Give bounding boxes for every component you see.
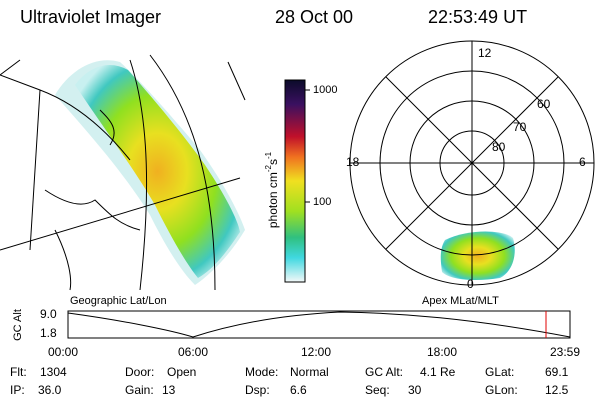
unit-part: photon cm	[266, 172, 280, 228]
altitude-plot	[67, 310, 571, 339]
info-value: 4.1 Re	[420, 365, 456, 379]
mlt-label: 0	[467, 277, 474, 291]
mlt-label: 18	[346, 155, 360, 169]
unit-exp: -2	[264, 164, 273, 172]
x-label: 12:00	[301, 345, 331, 359]
info-label: Flt:	[10, 365, 27, 379]
info-value: Normal	[290, 365, 329, 379]
info-label: Gain:	[125, 383, 154, 397]
colorbar-label: photon cm-2s-1	[264, 151, 280, 228]
info-label: Door:	[125, 365, 154, 379]
time: 22:53:49 UT	[428, 7, 527, 27]
lat-label: 70	[513, 120, 527, 134]
colorbar-tick-label: 100	[313, 196, 331, 208]
axis-label: GC Alt	[12, 309, 24, 341]
info-value: 1304	[40, 365, 67, 379]
colorbar	[284, 79, 306, 283]
instrument-title: Ultraviolet Imager	[20, 7, 161, 27]
info-label: GLon:	[485, 383, 518, 397]
info-value: 69.1	[545, 365, 569, 379]
mlt-label: 6	[579, 155, 586, 169]
info-label: IP:	[10, 383, 25, 397]
info-label: GLat:	[485, 365, 514, 379]
info-label: GC Alt:	[365, 365, 403, 379]
info-label: Dsp:	[245, 383, 270, 397]
info-label: Seq:	[365, 383, 390, 397]
info-value: 13	[162, 383, 176, 397]
geo-image	[0, 54, 246, 291]
x-label: 18:00	[427, 345, 457, 359]
altitude-curve	[67, 311, 571, 338]
info-value: 36.0	[38, 383, 62, 397]
lat-label: 80	[492, 140, 506, 154]
lat-label: 60	[537, 97, 551, 111]
mlt-label: 12	[478, 46, 492, 60]
info-value: 12.5	[545, 383, 569, 397]
x-label: 00:00	[48, 345, 78, 359]
info-value: 30	[408, 383, 422, 397]
info-value: 6.6	[290, 383, 307, 397]
x-label: 23:59	[550, 345, 580, 359]
unit-part: s	[266, 159, 280, 165]
info-label: Mode:	[245, 365, 278, 379]
colorbar-tick-label: 1000	[313, 84, 337, 96]
y-label: 1.8	[40, 326, 57, 340]
panel-caption: Apex MLat/MLT	[422, 295, 499, 307]
info-panel: Flt: 1304 Door: Open Mode: Normal GC Alt: 4.1 R…	[10, 365, 569, 397]
date: 28 Oct 00	[275, 7, 353, 27]
info-value: Open	[167, 365, 196, 379]
y-label: 9.0	[40, 307, 57, 321]
x-label: 06:00	[178, 345, 208, 359]
polar-plot	[349, 40, 595, 286]
panel-caption: Geographic Lat/Lon	[70, 295, 167, 307]
unit-exp: -1	[264, 151, 273, 159]
